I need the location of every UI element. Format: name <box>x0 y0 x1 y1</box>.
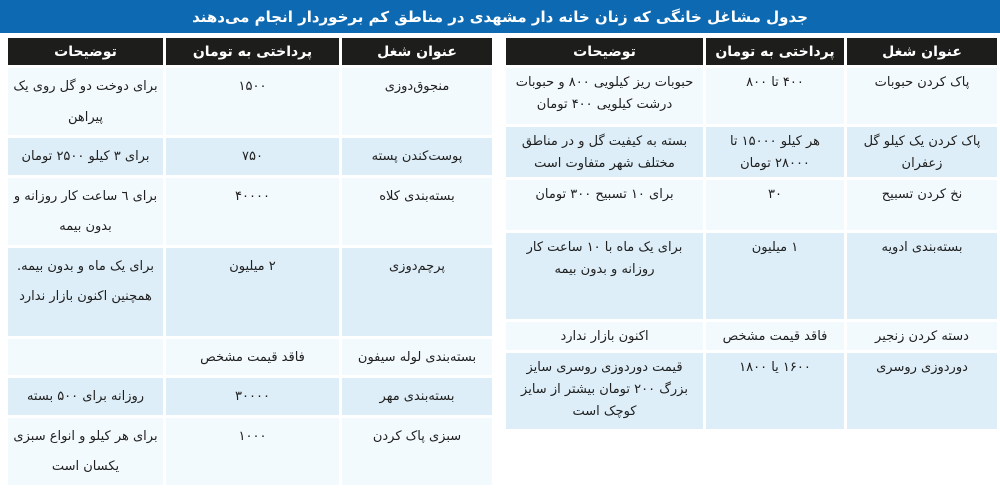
payment-header: پرداختی به تومان <box>166 38 339 65</box>
table-title-banner: جدول مشاغل خانگی که زنان خانه دار مشهدی … <box>0 0 1000 33</box>
notes-cell: روزانه برای ۵۰۰ بسته <box>8 378 163 415</box>
table-row: بسته‌بندی ادویه ۱ میلیون برای یک ماه با … <box>506 233 997 320</box>
jobs-table-right: عنوان شغل پرداختی به تومان توضیحات پاک ک… <box>503 35 1000 433</box>
job-cell: بسته‌بندی ادویه <box>847 233 997 320</box>
header-row: عنوان شغل پرداختی به تومان توضیحات <box>8 38 492 65</box>
table-row: پوست‌کندن پسته ۷۵۰ برای ۳ کیلو ۲۵۰۰ توما… <box>8 138 492 175</box>
notes-cell: قیمت دوردوزی روسری سایز بزرگ ۲۰۰ تومان ب… <box>506 353 703 430</box>
header-row: عنوان شغل پرداختی به تومان توضیحات <box>506 38 997 65</box>
notes-header: توضیحات <box>8 38 163 65</box>
job-cell: پاک کردن حبوبات <box>847 68 997 124</box>
pay-cell: فاقد قیمت مشخص <box>706 322 844 351</box>
table-row: بسته‌بندی مهر ۳۰۰۰۰ روزانه برای ۵۰۰ بسته <box>8 378 492 415</box>
tables-container: عنوان شغل پرداختی به تومان توضیحات پاک ک… <box>0 35 1000 488</box>
job-title-header: عنوان شغل <box>847 38 997 65</box>
job-cell: پرچم‌دوزی <box>342 247 492 336</box>
table-row: دسته کردن زنجیر فاقد قیمت مشخص اکنون باز… <box>506 322 997 351</box>
table-row: پاک کردن حبوبات ۴۰۰ تا ۸۰۰ حبوبات ریز کی… <box>506 68 997 124</box>
notes-cell: حبوبات ریز کیلویی ۸۰۰ و حبوبات درشت کیلو… <box>506 68 703 124</box>
table-row: نخ کردن تسبیح ۳۰ برای ۱۰ تسبیح ۳۰۰ تومان <box>506 180 997 231</box>
table-row: پرچم‌دوزی ۲ میلیون برای یک ماه و بدون بی… <box>8 247 492 336</box>
notes-cell: برای ٦ ساعت کار روزانه و بدون بیمه <box>8 177 163 245</box>
notes-cell: برای ۱۰ تسبیح ۳۰۰ تومان <box>506 180 703 231</box>
notes-cell: بسته به کیفیت گل و در مناطق مختلف شهر مت… <box>506 127 703 178</box>
payment-header: پرداختی به تومان <box>706 38 844 65</box>
notes-cell: برای یک ماه با ۱۰ ساعت کار روزانه و بدون… <box>506 233 703 320</box>
job-cell: بسته‌بندی مهر <box>342 378 492 415</box>
page-title: جدول مشاغل خانگی که زنان خانه دار مشهدی … <box>192 7 808 26</box>
pay-cell: ۴۰۰۰۰ <box>166 177 339 245</box>
table-row: پاک کردن یک کیلو گل زعفران هر کیلو ۱۵۰۰۰… <box>506 127 997 178</box>
notes-cell: برای دوخت دو گل روی یک پیراهن <box>8 68 163 136</box>
pay-cell: ۷۵۰ <box>166 138 339 175</box>
notes-cell <box>8 338 163 376</box>
jobs-table-left: عنوان شغل پرداختی به تومان توضیحات منجوق… <box>5 35 495 488</box>
job-cell: دوردوزی روسری <box>847 353 997 430</box>
table-row: دوردوزی روسری ۱۶۰۰ یا ۱۸۰۰ قیمت دوردوزی … <box>506 353 997 430</box>
pay-cell: ۳۰۰۰۰ <box>166 378 339 415</box>
job-cell: دسته کردن زنجیر <box>847 322 997 351</box>
notes-cell: اکنون بازار ندارد <box>506 322 703 351</box>
job-cell: بسته‌بندی لوله سیفون <box>342 338 492 376</box>
job-cell: بسته‌بندی کلاه <box>342 177 492 245</box>
pay-cell: هر کیلو ۱۵۰۰۰ تا ۲۸۰۰۰ تومان <box>706 127 844 178</box>
notes-cell: برای یک ماه و بدون بیمه. همچنین اکنون با… <box>8 247 163 336</box>
notes-cell: برای ۳ کیلو ۲۵۰۰ تومان <box>8 138 163 175</box>
table-row: بسته‌بندی لوله سیفون فاقد قیمت مشخص <box>8 338 492 376</box>
job-cell: پوست‌کندن پسته <box>342 138 492 175</box>
pay-cell: ۳۰ <box>706 180 844 231</box>
pay-cell: ۱۵۰۰ <box>166 68 339 136</box>
table-row: بسته‌بندی کلاه ۴۰۰۰۰ برای ٦ ساعت کار روز… <box>8 177 492 245</box>
job-cell: منجوق‌دوزی <box>342 68 492 136</box>
pay-cell: ۱۶۰۰ یا ۱۸۰۰ <box>706 353 844 430</box>
table-row: منجوق‌دوزی ۱۵۰۰ برای دوخت دو گل روی یک پ… <box>8 68 492 136</box>
pay-cell: ۱ میلیون <box>706 233 844 320</box>
pay-cell: ۴۰۰ تا ۸۰۰ <box>706 68 844 124</box>
job-cell: پاک کردن یک کیلو گل زعفران <box>847 127 997 178</box>
pay-cell: فاقد قیمت مشخص <box>166 338 339 376</box>
pay-cell: ۲ میلیون <box>166 247 339 336</box>
notes-header: توضیحات <box>506 38 703 65</box>
job-title-header: عنوان شغل <box>342 38 492 65</box>
job-cell: نخ کردن تسبیح <box>847 180 997 231</box>
